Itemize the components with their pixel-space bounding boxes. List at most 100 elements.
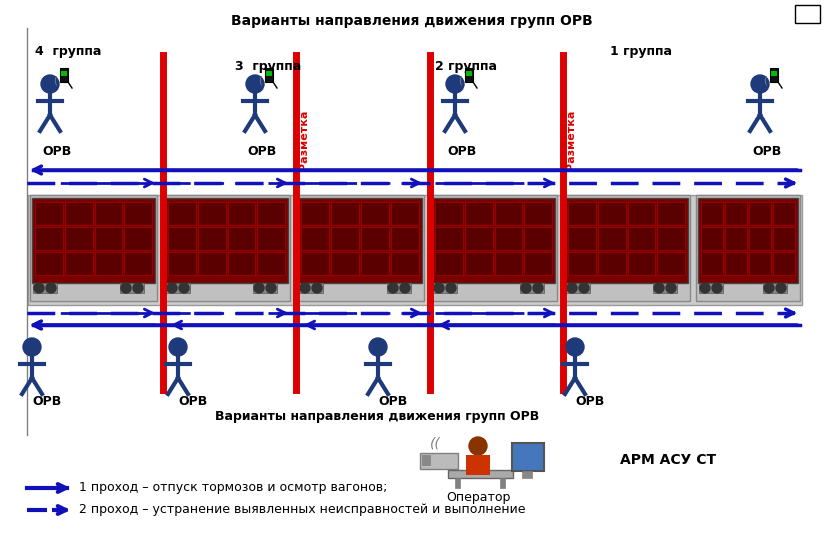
- Bar: [770, 68, 778, 82]
- Bar: [30, 195, 157, 301]
- Bar: [301, 227, 329, 250]
- Circle shape: [776, 283, 786, 293]
- Bar: [448, 470, 513, 478]
- Circle shape: [246, 75, 264, 93]
- Text: (: (: [53, 75, 57, 85]
- Circle shape: [121, 283, 131, 293]
- Bar: [566, 283, 590, 293]
- Bar: [61, 71, 67, 76]
- Bar: [465, 68, 473, 82]
- Bar: [301, 252, 329, 275]
- Bar: [32, 198, 155, 283]
- Circle shape: [400, 283, 410, 293]
- Bar: [771, 71, 777, 76]
- Bar: [391, 202, 419, 225]
- Bar: [701, 252, 723, 275]
- Bar: [628, 252, 655, 275]
- Circle shape: [712, 283, 722, 293]
- Bar: [464, 252, 493, 275]
- Text: ОРВ: ОРВ: [575, 395, 604, 408]
- Bar: [500, 478, 505, 488]
- Text: 2 группа: 2 группа: [435, 60, 497, 73]
- Circle shape: [34, 283, 44, 293]
- Bar: [433, 283, 457, 293]
- Text: АРМ АСУ СТ: АРМ АСУ СТ: [620, 453, 716, 467]
- Bar: [166, 283, 190, 293]
- Bar: [565, 198, 688, 283]
- Text: ОРВ: ОРВ: [752, 145, 781, 158]
- Bar: [725, 202, 747, 225]
- Bar: [520, 283, 544, 293]
- Bar: [698, 198, 798, 283]
- Bar: [598, 202, 625, 225]
- Bar: [33, 283, 57, 293]
- Bar: [432, 198, 555, 283]
- Text: ОРВ: ОРВ: [447, 145, 476, 158]
- Bar: [125, 202, 152, 225]
- Bar: [361, 227, 389, 250]
- Bar: [331, 227, 359, 250]
- Text: 1 проход – отпуск тормозов и осмотр вагонов;: 1 проход – отпуск тормозов и осмотр ваго…: [79, 481, 388, 494]
- Bar: [95, 252, 122, 275]
- Text: Варианты направления движения групп ОРВ: Варианты направления движения групп ОРВ: [231, 14, 593, 28]
- Bar: [253, 283, 277, 293]
- Bar: [430, 195, 557, 301]
- Text: ОРВ: ОРВ: [247, 145, 276, 158]
- Text: ОРВ: ОРВ: [378, 395, 408, 408]
- Bar: [298, 198, 422, 283]
- Circle shape: [469, 437, 487, 455]
- Circle shape: [46, 283, 56, 293]
- Bar: [265, 68, 273, 82]
- Circle shape: [179, 283, 189, 293]
- Bar: [763, 283, 787, 293]
- Bar: [522, 471, 532, 478]
- Bar: [524, 227, 552, 250]
- Bar: [198, 252, 225, 275]
- Circle shape: [167, 283, 177, 293]
- Bar: [435, 227, 463, 250]
- Text: 4  группа: 4 группа: [35, 45, 101, 58]
- Circle shape: [41, 75, 59, 93]
- Bar: [494, 202, 522, 225]
- Bar: [494, 252, 522, 275]
- Text: ((: ((: [430, 436, 441, 450]
- Bar: [568, 202, 596, 225]
- Bar: [35, 202, 63, 225]
- Bar: [466, 71, 472, 76]
- Text: Разметка: Разметка: [299, 110, 309, 170]
- Text: Оператор: Оператор: [446, 491, 510, 504]
- Circle shape: [266, 283, 276, 293]
- Text: Варианты направления движения групп ОРВ: Варианты направления движения групп ОРВ: [215, 410, 540, 423]
- Bar: [422, 455, 430, 465]
- Text: (: (: [458, 75, 462, 85]
- Bar: [455, 478, 460, 488]
- Bar: [749, 227, 771, 250]
- Circle shape: [666, 283, 676, 293]
- Bar: [64, 252, 92, 275]
- Bar: [296, 195, 424, 301]
- Bar: [658, 227, 685, 250]
- Bar: [257, 227, 285, 250]
- Bar: [563, 195, 690, 301]
- Bar: [257, 252, 285, 275]
- Circle shape: [300, 283, 310, 293]
- Bar: [64, 227, 92, 250]
- Text: (: (: [258, 75, 262, 85]
- Text: Разметка: Разметка: [566, 110, 576, 170]
- Text: ОРВ: ОРВ: [178, 395, 207, 408]
- Bar: [163, 195, 290, 301]
- Circle shape: [133, 283, 143, 293]
- Bar: [168, 202, 196, 225]
- Bar: [628, 202, 655, 225]
- Bar: [773, 202, 795, 225]
- Bar: [266, 71, 272, 76]
- Text: ОРВ: ОРВ: [42, 145, 71, 158]
- Bar: [301, 202, 329, 225]
- Circle shape: [369, 338, 387, 356]
- Bar: [391, 252, 419, 275]
- Circle shape: [254, 283, 264, 293]
- Bar: [494, 227, 522, 250]
- Bar: [696, 195, 800, 301]
- Bar: [773, 252, 795, 275]
- Bar: [228, 252, 255, 275]
